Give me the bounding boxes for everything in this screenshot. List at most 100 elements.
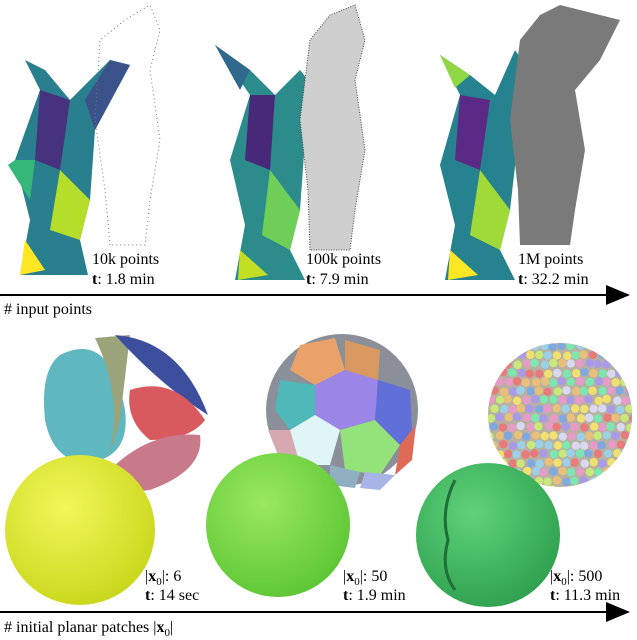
- patch-tile: [518, 369, 526, 377]
- patch-tile: [549, 359, 557, 367]
- patch-tile: [603, 431, 611, 439]
- patch-tile: [567, 378, 575, 386]
- patch-tile: [559, 450, 567, 458]
- patch-tile: [613, 359, 621, 367]
- patch-tile: [613, 486, 621, 494]
- time-label: t: 11.3 min: [550, 587, 620, 604]
- patch-tile: [553, 351, 561, 359]
- patch-tile: [568, 432, 576, 440]
- patch-tile: [522, 378, 530, 386]
- patch-tile: [486, 342, 494, 350]
- patch-tile: [630, 342, 637, 350]
- patch-tile: [570, 477, 578, 485]
- time-label: t: 32.2 min: [518, 271, 589, 288]
- patch-tile: [530, 359, 538, 367]
- patch-tile: [616, 350, 624, 358]
- patch-tile: [615, 387, 623, 395]
- patch-tile: [613, 396, 621, 404]
- patch-tile: [543, 405, 551, 413]
- patch-tile: [625, 477, 633, 485]
- patch-tile: [517, 404, 525, 412]
- patches-50: [206, 334, 418, 597]
- patch-tile: [499, 440, 507, 448]
- patch-tile: [576, 449, 584, 457]
- patch-tile: [566, 449, 574, 457]
- patch-tile: [559, 414, 567, 422]
- patch-tile: [606, 351, 614, 359]
- patch-tile: [630, 377, 637, 385]
- patch-tile: [553, 458, 561, 466]
- patch-tile: [603, 378, 611, 386]
- count-value: |: 50: [360, 568, 388, 585]
- patch-tile: [572, 369, 580, 377]
- patch-tile: [508, 351, 516, 359]
- patch-tile: [512, 450, 520, 458]
- time-value: : 1.9 min: [348, 587, 405, 604]
- time-label: t: 1.8 min: [92, 271, 155, 288]
- patch-tile: [550, 450, 558, 458]
- patch-tile: [594, 468, 602, 476]
- time-label: t: 1.9 min: [343, 587, 406, 604]
- patch-tile: [580, 405, 588, 413]
- patch-tile: [553, 476, 561, 484]
- patch-tile: [563, 352, 571, 360]
- patch-tile: [541, 432, 549, 440]
- patch-tile: [589, 369, 597, 377]
- patch-tile: [489, 441, 497, 449]
- patch-tile: [489, 368, 497, 376]
- patch-tile: [516, 459, 524, 467]
- patch-tile: [577, 433, 585, 441]
- patch-tile: [487, 396, 495, 404]
- patch-tile: [621, 431, 629, 439]
- patch-tile: [532, 378, 540, 386]
- patch-tile: [567, 342, 575, 350]
- patch-tile: [504, 395, 512, 403]
- patch-tile: [604, 342, 612, 350]
- patch-tile: [594, 397, 602, 405]
- patch-tile: [503, 360, 511, 368]
- patch-tile: [594, 450, 602, 458]
- patch-tile: [631, 468, 637, 476]
- patch-tile: [540, 342, 548, 350]
- patches-500: [416, 341, 637, 607]
- count-symbol: x: [553, 568, 561, 585]
- patch-tile: [580, 423, 588, 431]
- patch-tile: [513, 397, 521, 405]
- patch-tile: [549, 395, 557, 403]
- patch-tile: [499, 350, 507, 358]
- patch-tile: [552, 404, 560, 412]
- patch-tile: [554, 387, 562, 395]
- patch-tile: [518, 350, 526, 358]
- patch-tile: [584, 449, 592, 457]
- patch-tile: [539, 414, 547, 422]
- patch-tile: [607, 477, 615, 485]
- patch-tile: [513, 361, 521, 369]
- patch-tile: [544, 441, 552, 449]
- patch-tile: [585, 359, 593, 367]
- patch-tile: [532, 431, 540, 439]
- patch-tile: [594, 341, 602, 349]
- patch-tile: [517, 441, 525, 449]
- patch-tile: [622, 485, 630, 493]
- patch-tile: [558, 396, 566, 404]
- patch-tile: [531, 395, 539, 403]
- patch-tile: [496, 431, 504, 439]
- patch-tile: [504, 450, 512, 458]
- patch-tile: [626, 440, 634, 448]
- patch-tile: [527, 441, 535, 449]
- patch-tile: [566, 396, 574, 404]
- patch-tile: [575, 396, 583, 404]
- axis-symbol: x: [156, 619, 164, 636]
- patch-tile: [593, 414, 601, 422]
- patch-tile: [522, 396, 530, 404]
- patch-tile: [527, 459, 535, 467]
- axis-close: |: [170, 619, 173, 636]
- time-value: : 7.9 min: [311, 271, 368, 288]
- patch-tile: [577, 486, 585, 494]
- patch-tile: [617, 423, 625, 431]
- patches-6: [5, 335, 208, 605]
- patch-tile: [516, 422, 524, 430]
- patch-tile: [576, 377, 584, 385]
- patch-tile: [606, 422, 614, 430]
- patch-tile: [607, 405, 615, 413]
